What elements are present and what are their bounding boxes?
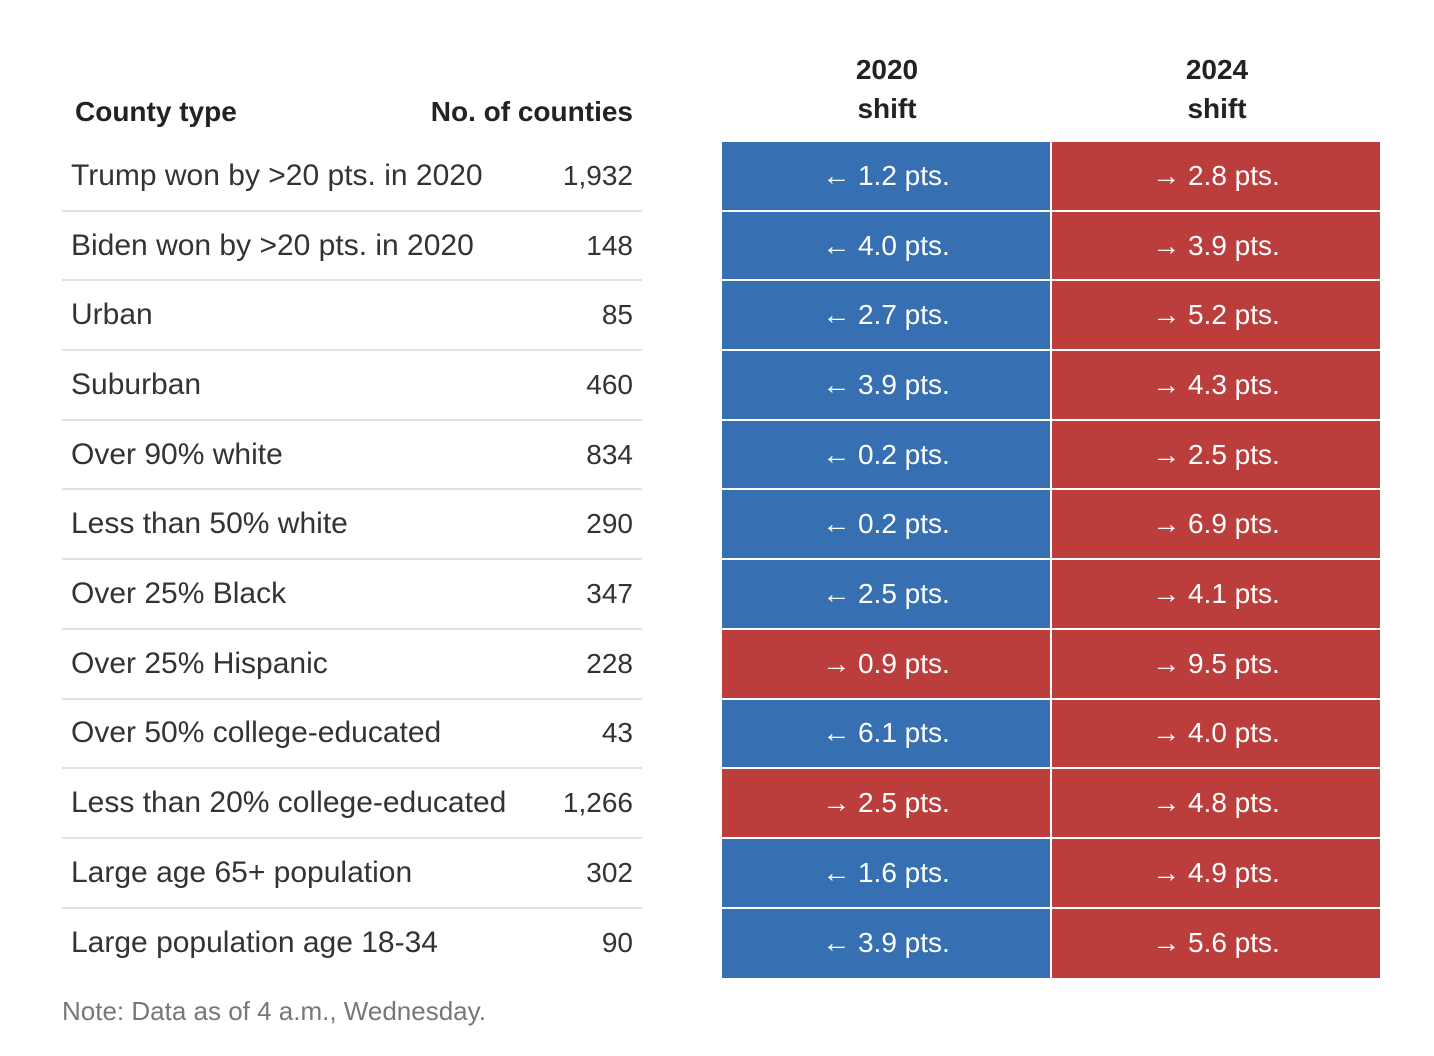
header-county-type: County type <box>75 96 237 127</box>
header-2024-year: 2024 <box>1185 54 1249 85</box>
table-row: Over 25% Black 347 ← 2.5 pts. → 4.1 pts. <box>62 560 1382 630</box>
county-count: 148 <box>586 229 633 261</box>
county-type-label: Over 50% college-educated <box>71 716 442 750</box>
table-row: Biden won by >20 pts. in 2020 148 ← 4.0 pt… <box>62 211 1382 282</box>
county-type-label: Over 25% Black <box>71 576 287 610</box>
shift-2020-cell: ← 3.9 pts. <box>722 351 1052 421</box>
shift-2020-cell: ← 0.2 pts. <box>722 490 1052 561</box>
table-row: Less than 50% white 290 ← 0.2 pts. → 6.9 pt… <box>62 490 1382 561</box>
shift-2020-cell: ← 3.9 pts. <box>722 908 1052 979</box>
county-count: 90 <box>601 927 633 959</box>
table-row: Urban 85 ← 2.7 pts. → 5.2 pts. <box>62 281 1382 352</box>
shift-2020-cell: ← 2.7 pts. <box>722 281 1052 352</box>
header-2024-label: shift <box>1187 93 1247 124</box>
table-row: Over 25% Hispanic 228 → 0.9 pts. → 9.5 pts. <box>62 629 1382 700</box>
shift-2024-cell: → 5.6 pts. <box>1052 908 1382 979</box>
shift-2024-cell: → 9.5 pts. <box>1052 629 1382 700</box>
shift-2024-cell: → 5.2 pts. <box>1052 281 1382 352</box>
label-cell: Trump won by >20 pts. in 2020 1,932 <box>62 142 642 212</box>
table-row: Trump won by >20 pts. in 2020 1,932 ← 1.2 … <box>62 142 1382 212</box>
county-count: 228 <box>586 647 633 679</box>
shift-2024-cell: → 4.3 pts. <box>1052 351 1382 421</box>
header-2020-label: shift <box>857 93 917 124</box>
shift-2020-cell: ← 6.1 pts. <box>722 699 1052 770</box>
county-count: 460 <box>586 368 633 400</box>
table-row: Large population age 18-34 90 ← 3.9 pts. → … <box>62 908 1382 979</box>
header-2020-year: 2020 <box>855 54 919 85</box>
shift-2020-cell: ← 1.2 pts. <box>722 142 1052 212</box>
header-2020-shift: 2020 shift <box>722 50 1052 128</box>
table-row: Less than 20% college-educated 1,266 → 2.5… <box>62 769 1382 839</box>
table-header: County type No. of counties 2020 shift 2… <box>62 50 1382 142</box>
shift-2020-cell: ← 1.6 pts. <box>722 838 1052 909</box>
shift-2024-cell: → 4.1 pts. <box>1052 560 1382 630</box>
label-cell: Large age 65+ population 302 <box>62 839 642 909</box>
county-type-label: Over 90% white <box>71 437 283 471</box>
shift-2024-cell: → 6.9 pts. <box>1052 490 1382 561</box>
shift-table: County type No. of counties 2020 shift 2… <box>62 50 1382 979</box>
county-type-label: Less than 20% college-educated <box>71 786 507 820</box>
label-cell: Large population age 18-34 90 <box>62 909 642 979</box>
county-count: 43 <box>601 717 633 749</box>
county-count: 302 <box>586 856 633 888</box>
county-type-label: Over 25% Hispanic <box>71 646 328 680</box>
table-row: Large age 65+ population 302 ← 1.6 pts. → 4… <box>62 838 1382 909</box>
shift-2024-cell: → 4.8 pts. <box>1052 769 1382 839</box>
county-count: 1,266 <box>562 787 633 819</box>
county-count: 1,932 <box>562 159 633 191</box>
county-type-label: Trump won by >20 pts. in 2020 <box>71 158 483 192</box>
shift-2020-cell: ← 2.5 pts. <box>722 560 1052 630</box>
label-cell: Over 25% Hispanic 228 <box>62 630 642 700</box>
shift-2024-cell: → 4.9 pts. <box>1052 838 1382 909</box>
label-cell: Biden won by >20 pts. in 2020 148 <box>62 212 642 282</box>
shift-2024-cell: → 2.8 pts. <box>1052 142 1382 212</box>
label-cell: Over 50% college-educated 43 <box>62 700 642 770</box>
footnote: Note: Data as of 4 a.m., Wednesday. <box>62 996 486 1026</box>
shift-2024-cell: → 2.5 pts. <box>1052 420 1382 491</box>
county-type-label: Urban <box>71 298 153 332</box>
label-cell: Over 90% white 834 <box>62 421 642 491</box>
shift-2020-cell: ← 4.0 pts. <box>722 211 1052 282</box>
shift-2024-cell: → 3.9 pts. <box>1052 211 1382 282</box>
county-type-label: Biden won by >20 pts. in 2020 <box>71 228 474 262</box>
county-count: 834 <box>586 438 633 470</box>
shift-2020-cell: ← 0.2 pts. <box>722 420 1052 491</box>
county-type-label: Suburban <box>71 367 202 401</box>
county-count: 85 <box>601 299 633 331</box>
header-2024-shift: 2024 shift <box>1052 50 1382 128</box>
label-cell: Suburban 460 <box>62 351 642 421</box>
county-type-label: Large age 65+ population <box>71 855 413 889</box>
label-cell: Urban 85 <box>62 281 642 352</box>
county-count: 347 <box>586 577 633 609</box>
county-count: 290 <box>586 508 633 540</box>
label-cell: Less than 50% white 290 <box>62 490 642 561</box>
table-body: Trump won by >20 pts. in 2020 1,932 ← 1.2 … <box>62 142 1382 979</box>
table-row: Over 50% college-educated 43 ← 6.1 pts. → 4… <box>62 699 1382 770</box>
county-type-label: Large population age 18-34 <box>71 926 438 960</box>
shift-2024-cell: → 4.0 pts. <box>1052 699 1382 770</box>
label-cell: Less than 20% college-educated 1,266 <box>62 769 642 839</box>
table-row: Suburban 460 ← 3.9 pts. → 4.3 pts. <box>62 351 1382 421</box>
shift-2020-cell: → 2.5 pts. <box>722 769 1052 839</box>
shift-2020-cell: → 0.9 pts. <box>722 629 1052 700</box>
label-cell: Over 25% Black 347 <box>62 560 642 630</box>
county-type-label: Less than 50% white <box>71 507 348 541</box>
table-row: Over 90% white 834 ← 0.2 pts. → 2.5 pts. <box>62 420 1382 491</box>
header-num-counties: No. of counties <box>430 96 633 127</box>
